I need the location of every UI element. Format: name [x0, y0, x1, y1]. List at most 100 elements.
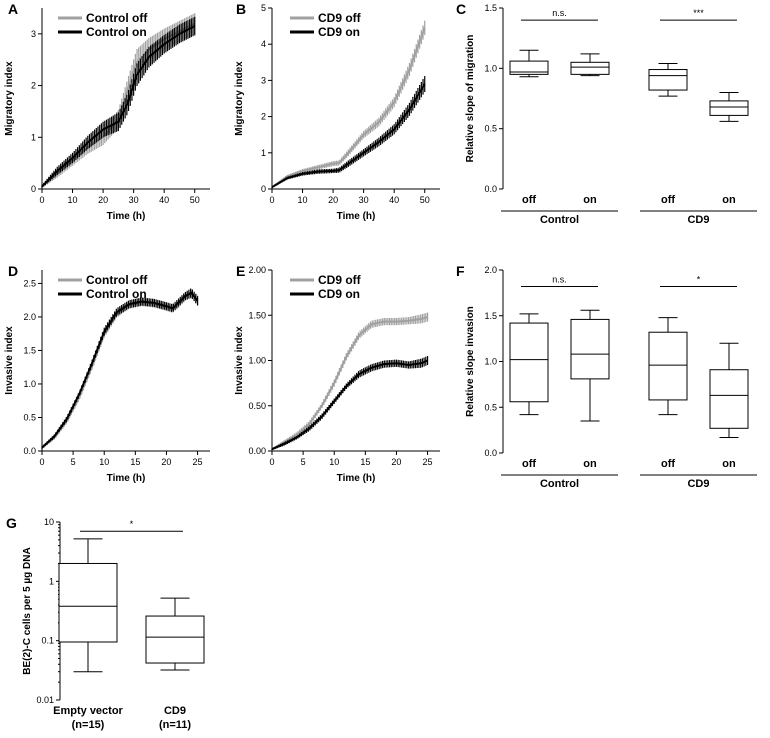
legend-label-B-1: CD9 on: [318, 25, 360, 39]
box-body-F-2: [648, 331, 688, 401]
box-body-G-0: [58, 562, 118, 643]
x-axis-label-E: Time (h): [337, 473, 376, 484]
group-label-F-0: Control: [540, 478, 579, 490]
y-tick-label-F-0: 0.0: [484, 448, 497, 458]
legend-label-B-0: CD9 off: [318, 11, 362, 25]
series-D-1: Control on: [41, 287, 199, 449]
x-tick-label-D-0: 0: [39, 457, 44, 467]
panel-label-A: A: [8, 1, 18, 17]
box-F-1: [570, 309, 610, 422]
x-tick-label-B-5: 50: [420, 195, 430, 205]
x-category-label-C-2: off: [661, 194, 675, 206]
y-tick-label-F-3: 1.5: [484, 311, 497, 321]
x-axis-label-D: Time (h): [107, 473, 146, 484]
significance-label-F-1: *: [697, 274, 701, 284]
panel-A: A 0 1 2 3 Migratory index 0 10 20 30 40 50 Time (h) C…: [4, 1, 210, 222]
box-body-C-3: [709, 100, 749, 116]
box-body-C-0: [509, 60, 549, 75]
x-tick-label-B-0: 0: [269, 195, 274, 205]
x-tick-label-B-1: 10: [298, 195, 308, 205]
group-label-C-1: CD9: [687, 214, 709, 226]
y-axis-label-C: Relative slope of migration: [465, 35, 476, 163]
series-line-A-1: [41, 25, 196, 188]
box-body-G-1: [145, 615, 205, 664]
series-B-1: CD9 on: [271, 25, 426, 189]
x-tick-label-D-2: 10: [99, 457, 109, 467]
x-tick-label-D-3: 15: [130, 457, 140, 467]
x-tick-label-A-3: 30: [129, 195, 139, 205]
y-tick-label-D-4: 2.0: [23, 312, 36, 322]
x-tick-label-A-5: 50: [190, 195, 200, 205]
group-label-F-1: CD9: [687, 478, 709, 490]
x-tick-label-B-4: 40: [389, 195, 399, 205]
y-tick-label-E-1: 0.50: [248, 401, 266, 411]
y-tick-label-A-3: 3: [31, 29, 36, 39]
significance-label-C-1: ***: [693, 8, 704, 18]
panel-label-E: E: [236, 263, 245, 279]
y-tick-label-C-3: 1.5: [484, 3, 497, 13]
y-tick-label-D-0: 0.0: [23, 446, 36, 456]
group-label-C-0: Control: [540, 214, 579, 226]
box-C-2: [648, 63, 688, 97]
panel-label-B: B: [236, 1, 246, 17]
y-tick-label-B-2: 2: [261, 112, 266, 122]
significance-label-G-0: *: [130, 519, 134, 529]
x-tick-label-A-1: 10: [68, 195, 78, 205]
y-tick-label-C-1: 0.5: [484, 124, 497, 134]
box-body-F-3: [709, 369, 749, 429]
box-F-0: [509, 313, 549, 416]
y-tick-label-F-4: 2.0: [484, 265, 497, 275]
y-tick-label-G-3: 10: [44, 517, 54, 527]
legend-label-D-0: Control off: [86, 273, 148, 287]
panel-B: B 0 1 2 3 4 5 Migratory index 0 10 20 30 40 50 Time (h…: [234, 1, 440, 222]
series-line-B-0: [271, 27, 426, 189]
y-tick-label-B-1: 1: [261, 148, 266, 158]
x-category-label-C-1: on: [583, 194, 597, 206]
x-category-label-F-2: off: [661, 458, 675, 470]
x-axis-label-A: Time (h): [107, 211, 146, 222]
y-tick-label-F-2: 1.0: [484, 357, 497, 367]
box-F-3: [709, 342, 749, 438]
x-category-label-C-3: on: [722, 194, 736, 206]
x-tick-label-D-4: 20: [161, 457, 171, 467]
box-G-1: [145, 597, 205, 671]
y-axis-label-E: Invasive index: [234, 326, 245, 395]
legend-label-A-1: Control on: [86, 25, 147, 39]
series-A-1: Control on: [41, 16, 196, 188]
y-axis-label-A: Migratory index: [4, 61, 15, 136]
series-B-0: CD9 off: [271, 11, 426, 189]
y-tick-label-G-2: 1: [49, 576, 54, 586]
x-tick-label-E-2: 10: [329, 457, 339, 467]
significance-label-F-0: n.s.: [552, 274, 567, 284]
y-tick-label-G-0: 0.01: [36, 695, 54, 705]
x-tick-label-B-3: 30: [359, 195, 369, 205]
y-tick-label-D-1: 0.5: [23, 412, 36, 422]
box-C-1: [570, 53, 610, 77]
x-tick-label-A-4: 40: [159, 195, 169, 205]
x-tick-label-B-2: 20: [328, 195, 338, 205]
series-line-A-0: [41, 22, 196, 188]
x-tick-label-A-0: 0: [39, 195, 44, 205]
y-tick-label-B-4: 4: [261, 39, 266, 49]
box-C-0: [509, 49, 549, 78]
box-G-0: [58, 538, 118, 673]
y-tick-label-D-3: 1.5: [23, 345, 36, 355]
x-tick-label-E-1: 5: [301, 457, 306, 467]
panel-label-F: F: [456, 263, 465, 279]
y-tick-label-B-0: 0: [261, 184, 266, 194]
panel-F: F 0.0 0.5 1.0 1.5 2.0 Relative slope invasion o…: [456, 263, 757, 490]
box-body-F-1: [570, 318, 610, 380]
x-category-label-G-1: CD9: [164, 705, 186, 717]
box-body-F-0: [509, 322, 549, 403]
panel-label-C: C: [456, 1, 466, 17]
legend-label-E-0: CD9 off: [318, 273, 362, 287]
panel-E: E 0.00 0.50 1.00 1.50 2.00 Invasive index 0 5 10 1…: [234, 263, 440, 484]
x-category-label-F-0: off: [522, 458, 536, 470]
y-tick-label-B-3: 3: [261, 75, 266, 85]
series-line-D-1: [41, 291, 199, 449]
y-tick-label-E-3: 1.50: [248, 310, 266, 320]
x-tick-label-E-0: 0: [269, 457, 274, 467]
x-category-label-C-0: off: [522, 194, 536, 206]
y-tick-label-A-2: 2: [31, 81, 36, 91]
legend-label-A-0: Control off: [86, 11, 148, 25]
